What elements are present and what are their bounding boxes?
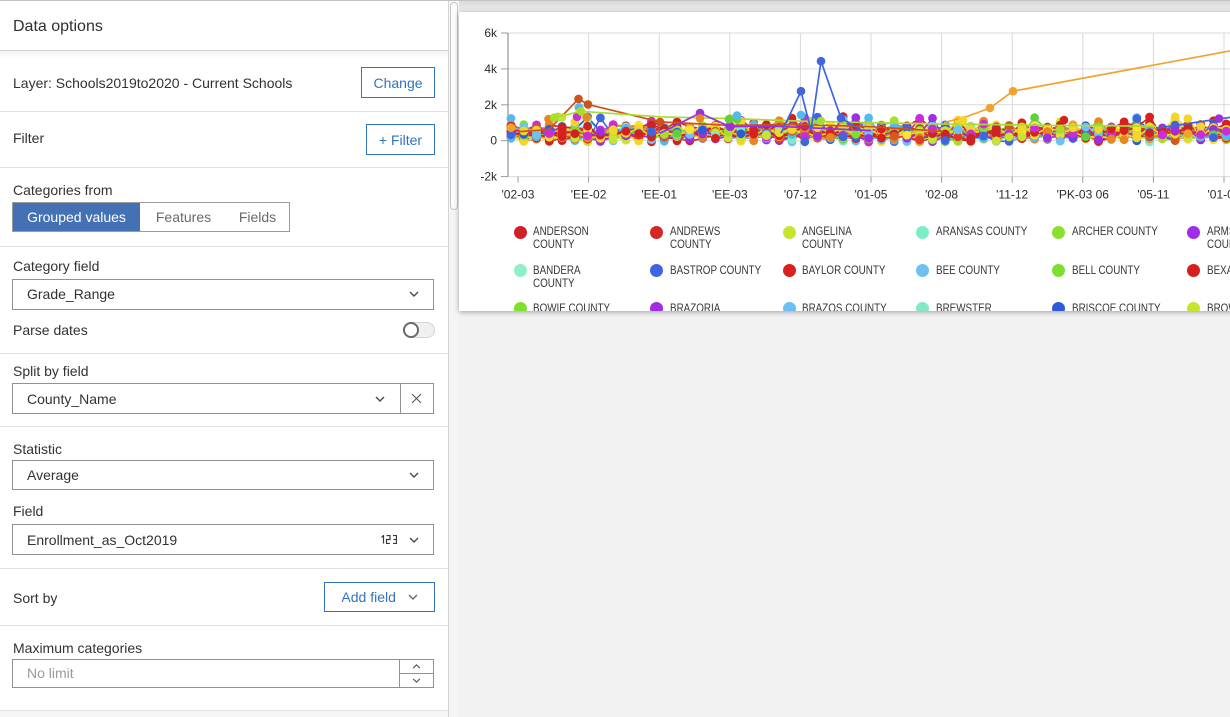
svg-text:'05-11: '05-11 bbox=[1137, 188, 1169, 202]
svg-text:'PK-03 06: 'PK-03 06 bbox=[1057, 188, 1110, 202]
svg-text:'02-08: '02-08 bbox=[925, 188, 958, 202]
svg-text:'11-12: '11-12 bbox=[996, 188, 1028, 202]
svg-text:'01-05: '01-05 bbox=[855, 188, 888, 202]
svg-text:2k: 2k bbox=[484, 98, 498, 112]
svg-text:6k: 6k bbox=[484, 26, 498, 40]
svg-text:'EE-03: 'EE-03 bbox=[712, 188, 748, 202]
svg-text:-2k: -2k bbox=[480, 170, 498, 184]
svg-text:'EE-02: 'EE-02 bbox=[571, 188, 607, 202]
svg-text:4k: 4k bbox=[484, 62, 498, 76]
svg-text:0: 0 bbox=[490, 134, 497, 148]
svg-text:'07-12: '07-12 bbox=[784, 188, 817, 202]
svg-text:'01-05: '01-05 bbox=[1208, 188, 1230, 202]
svg-text:'02-03: '02-03 bbox=[502, 188, 535, 202]
svg-text:'EE-01: 'EE-01 bbox=[641, 188, 677, 202]
